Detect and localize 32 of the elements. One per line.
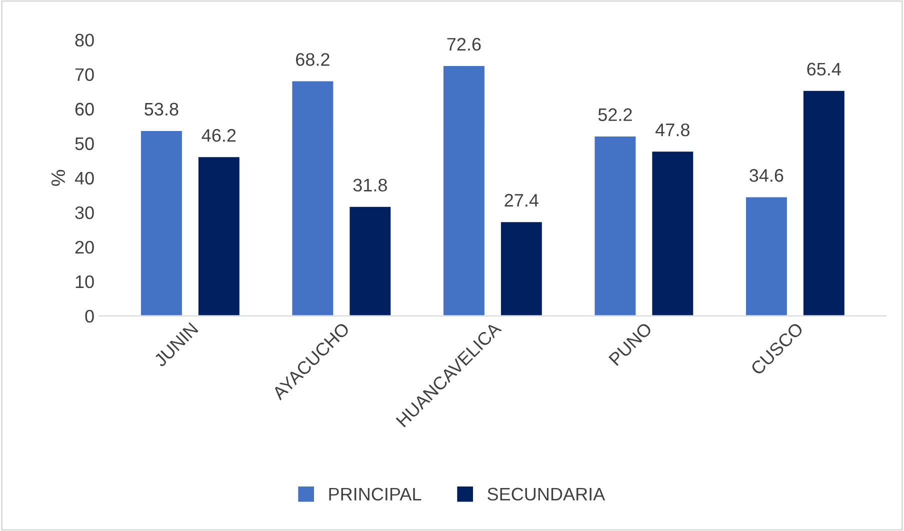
legend-label: SECUNDARIA (488, 488, 606, 501)
data-label: 72.6 (447, 38, 481, 51)
data-label: 27.4 (504, 194, 538, 207)
data-label: 47.8 (656, 124, 690, 136)
data-label: 52.2 (598, 108, 632, 122)
y-tick-label: 50 (75, 137, 94, 150)
bar (442, 64, 486, 316)
y-tick-label: 0 (85, 310, 94, 323)
data-label: 65.4 (807, 62, 841, 76)
bar (802, 90, 846, 316)
bar (500, 220, 544, 316)
bar (197, 156, 241, 316)
y-tick-label: 10 (76, 275, 94, 288)
legend-label: PRINCIPAL (329, 488, 422, 501)
bar (650, 150, 695, 316)
bar (593, 135, 638, 316)
y-axis-title: % (51, 170, 66, 186)
data-label: 34.6 (750, 169, 784, 182)
bar (140, 130, 184, 316)
bar (348, 205, 392, 316)
y-tick-label: 20 (75, 240, 94, 254)
y-tick-label: 70 (75, 68, 94, 82)
data-label: 68.2 (296, 53, 330, 66)
bar (290, 80, 335, 316)
bar (744, 196, 788, 316)
data-label: 53.8 (144, 102, 178, 116)
y-tick-label: 60 (75, 102, 94, 116)
y-tick-label: 30 (75, 206, 94, 220)
data-label: 46.2 (202, 129, 236, 142)
y-tick-label: 40 (74, 172, 94, 185)
y-tick-label: 80 (75, 34, 94, 47)
data-label: 31.8 (353, 178, 387, 192)
